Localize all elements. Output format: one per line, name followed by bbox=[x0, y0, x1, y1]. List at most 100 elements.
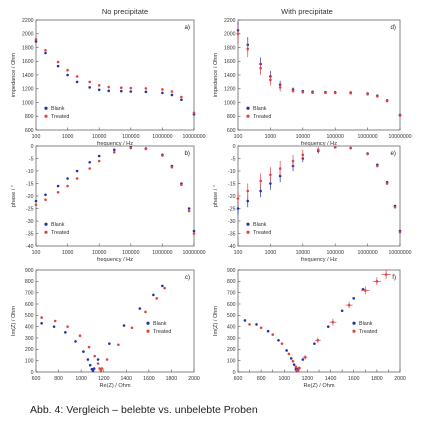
data-point bbox=[375, 280, 379, 283]
data-point bbox=[107, 85, 111, 89]
data-point bbox=[91, 369, 95, 373]
data-point bbox=[301, 358, 305, 361]
y-tick-label: -35 bbox=[228, 231, 236, 237]
plot-frame bbox=[35, 269, 195, 373]
data-point bbox=[243, 319, 247, 322]
y-tick-label: 0 bbox=[31, 144, 34, 150]
data-point bbox=[303, 355, 307, 359]
y-tick-label: -15 bbox=[26, 181, 34, 187]
y-tick-label: 0 bbox=[233, 370, 236, 376]
data-point bbox=[92, 367, 96, 370]
data-point bbox=[352, 297, 356, 300]
data-point bbox=[292, 363, 296, 366]
data-point bbox=[98, 367, 102, 370]
data-point bbox=[347, 303, 351, 307]
data-point bbox=[294, 365, 298, 369]
y-tick-label: 100 bbox=[227, 359, 236, 365]
y-tick-label: -20 bbox=[26, 194, 34, 200]
data-point bbox=[259, 66, 262, 70]
data-point bbox=[86, 358, 90, 361]
data-point bbox=[66, 177, 69, 180]
data-point bbox=[88, 167, 91, 170]
data-point bbox=[266, 329, 270, 333]
data-point bbox=[97, 84, 101, 87]
data-point bbox=[269, 182, 272, 185]
x-tick-label: 10000000 bbox=[182, 250, 205, 256]
legend-entry: Treated bbox=[359, 329, 377, 335]
legend-entry: Blank bbox=[51, 106, 65, 112]
data-point bbox=[384, 273, 388, 276]
y-tick-label: 600 bbox=[25, 302, 34, 308]
data-point bbox=[376, 164, 379, 168]
data-point bbox=[291, 89, 295, 93]
x-tick-label: 1200 bbox=[98, 376, 110, 382]
y-tick-label: 1200 bbox=[224, 87, 236, 93]
data-point bbox=[246, 189, 250, 193]
y-tick-label: 400 bbox=[227, 325, 236, 331]
legend-entry: Blank bbox=[253, 106, 267, 112]
data-point bbox=[129, 90, 133, 93]
data-point bbox=[155, 297, 159, 300]
chart-panel-f bbox=[237, 269, 401, 373]
y-tick-label: 800 bbox=[25, 114, 34, 120]
legend-marker bbox=[352, 329, 356, 333]
data-point bbox=[192, 229, 196, 233]
y-tick-label: 900 bbox=[227, 268, 236, 274]
x-tick-label: 100 bbox=[234, 134, 243, 140]
y-tick-label: 800 bbox=[25, 279, 34, 285]
data-point bbox=[117, 343, 120, 347]
x-tick-label: 1000 bbox=[265, 134, 277, 140]
legend-marker bbox=[44, 230, 48, 234]
figure-caption: Abb. 4: Vergleich – belebte vs. unbelebt… bbox=[30, 404, 258, 416]
legend-marker bbox=[246, 230, 250, 234]
y-tick-label: -25 bbox=[26, 206, 34, 212]
data-point bbox=[269, 173, 272, 177]
y-axis-label: Im(Z) / Ohm bbox=[213, 306, 219, 336]
x-tick-label: 1800 bbox=[166, 376, 178, 382]
data-point bbox=[108, 342, 111, 345]
chart-panel-a bbox=[34, 19, 196, 131]
column-title-with-precipitate: With precipitate bbox=[281, 7, 333, 16]
data-point bbox=[333, 91, 337, 95]
data-point bbox=[56, 60, 60, 64]
data-point bbox=[192, 111, 196, 115]
data-point bbox=[363, 289, 367, 292]
data-point bbox=[161, 91, 164, 95]
data-point bbox=[152, 293, 155, 297]
y-tick-label: 1800 bbox=[224, 45, 236, 51]
data-point bbox=[316, 338, 320, 342]
data-point bbox=[296, 369, 300, 373]
data-point bbox=[291, 159, 295, 163]
x-tick-label: 1000 bbox=[279, 376, 291, 382]
y-tick-label: 600 bbox=[25, 128, 34, 134]
data-point bbox=[97, 88, 101, 92]
y-tick-label: 1000 bbox=[22, 100, 34, 106]
x-axis-label: frequency / Hz bbox=[97, 141, 133, 147]
x-tick-label: 10000 bbox=[92, 250, 107, 256]
data-point bbox=[376, 95, 379, 98]
data-point bbox=[163, 286, 166, 290]
data-point bbox=[112, 150, 116, 154]
y-tick-label: 800 bbox=[227, 114, 236, 120]
x-tick-label: 1000000 bbox=[357, 134, 377, 140]
data-point bbox=[287, 352, 291, 356]
legend-marker bbox=[44, 222, 48, 226]
data-point bbox=[44, 48, 47, 52]
y-tick-label: -40 bbox=[26, 244, 34, 250]
x-tick-label: 100000 bbox=[327, 134, 344, 140]
data-point bbox=[56, 64, 60, 68]
data-point bbox=[246, 47, 250, 51]
x-tick-label: 100 bbox=[234, 250, 243, 256]
data-point bbox=[385, 182, 389, 185]
y-tick-label: -5 bbox=[231, 156, 236, 162]
y-tick-label: 200 bbox=[227, 347, 236, 353]
x-tick-label: 1200 bbox=[302, 376, 314, 382]
legend-entry: Blank bbox=[51, 222, 65, 228]
data-point bbox=[44, 198, 47, 202]
data-point bbox=[40, 316, 43, 319]
x-tick-label: 1000 bbox=[62, 250, 74, 256]
data-point bbox=[248, 323, 251, 326]
data-point bbox=[75, 75, 79, 78]
data-point bbox=[88, 160, 91, 164]
data-point bbox=[301, 153, 305, 157]
